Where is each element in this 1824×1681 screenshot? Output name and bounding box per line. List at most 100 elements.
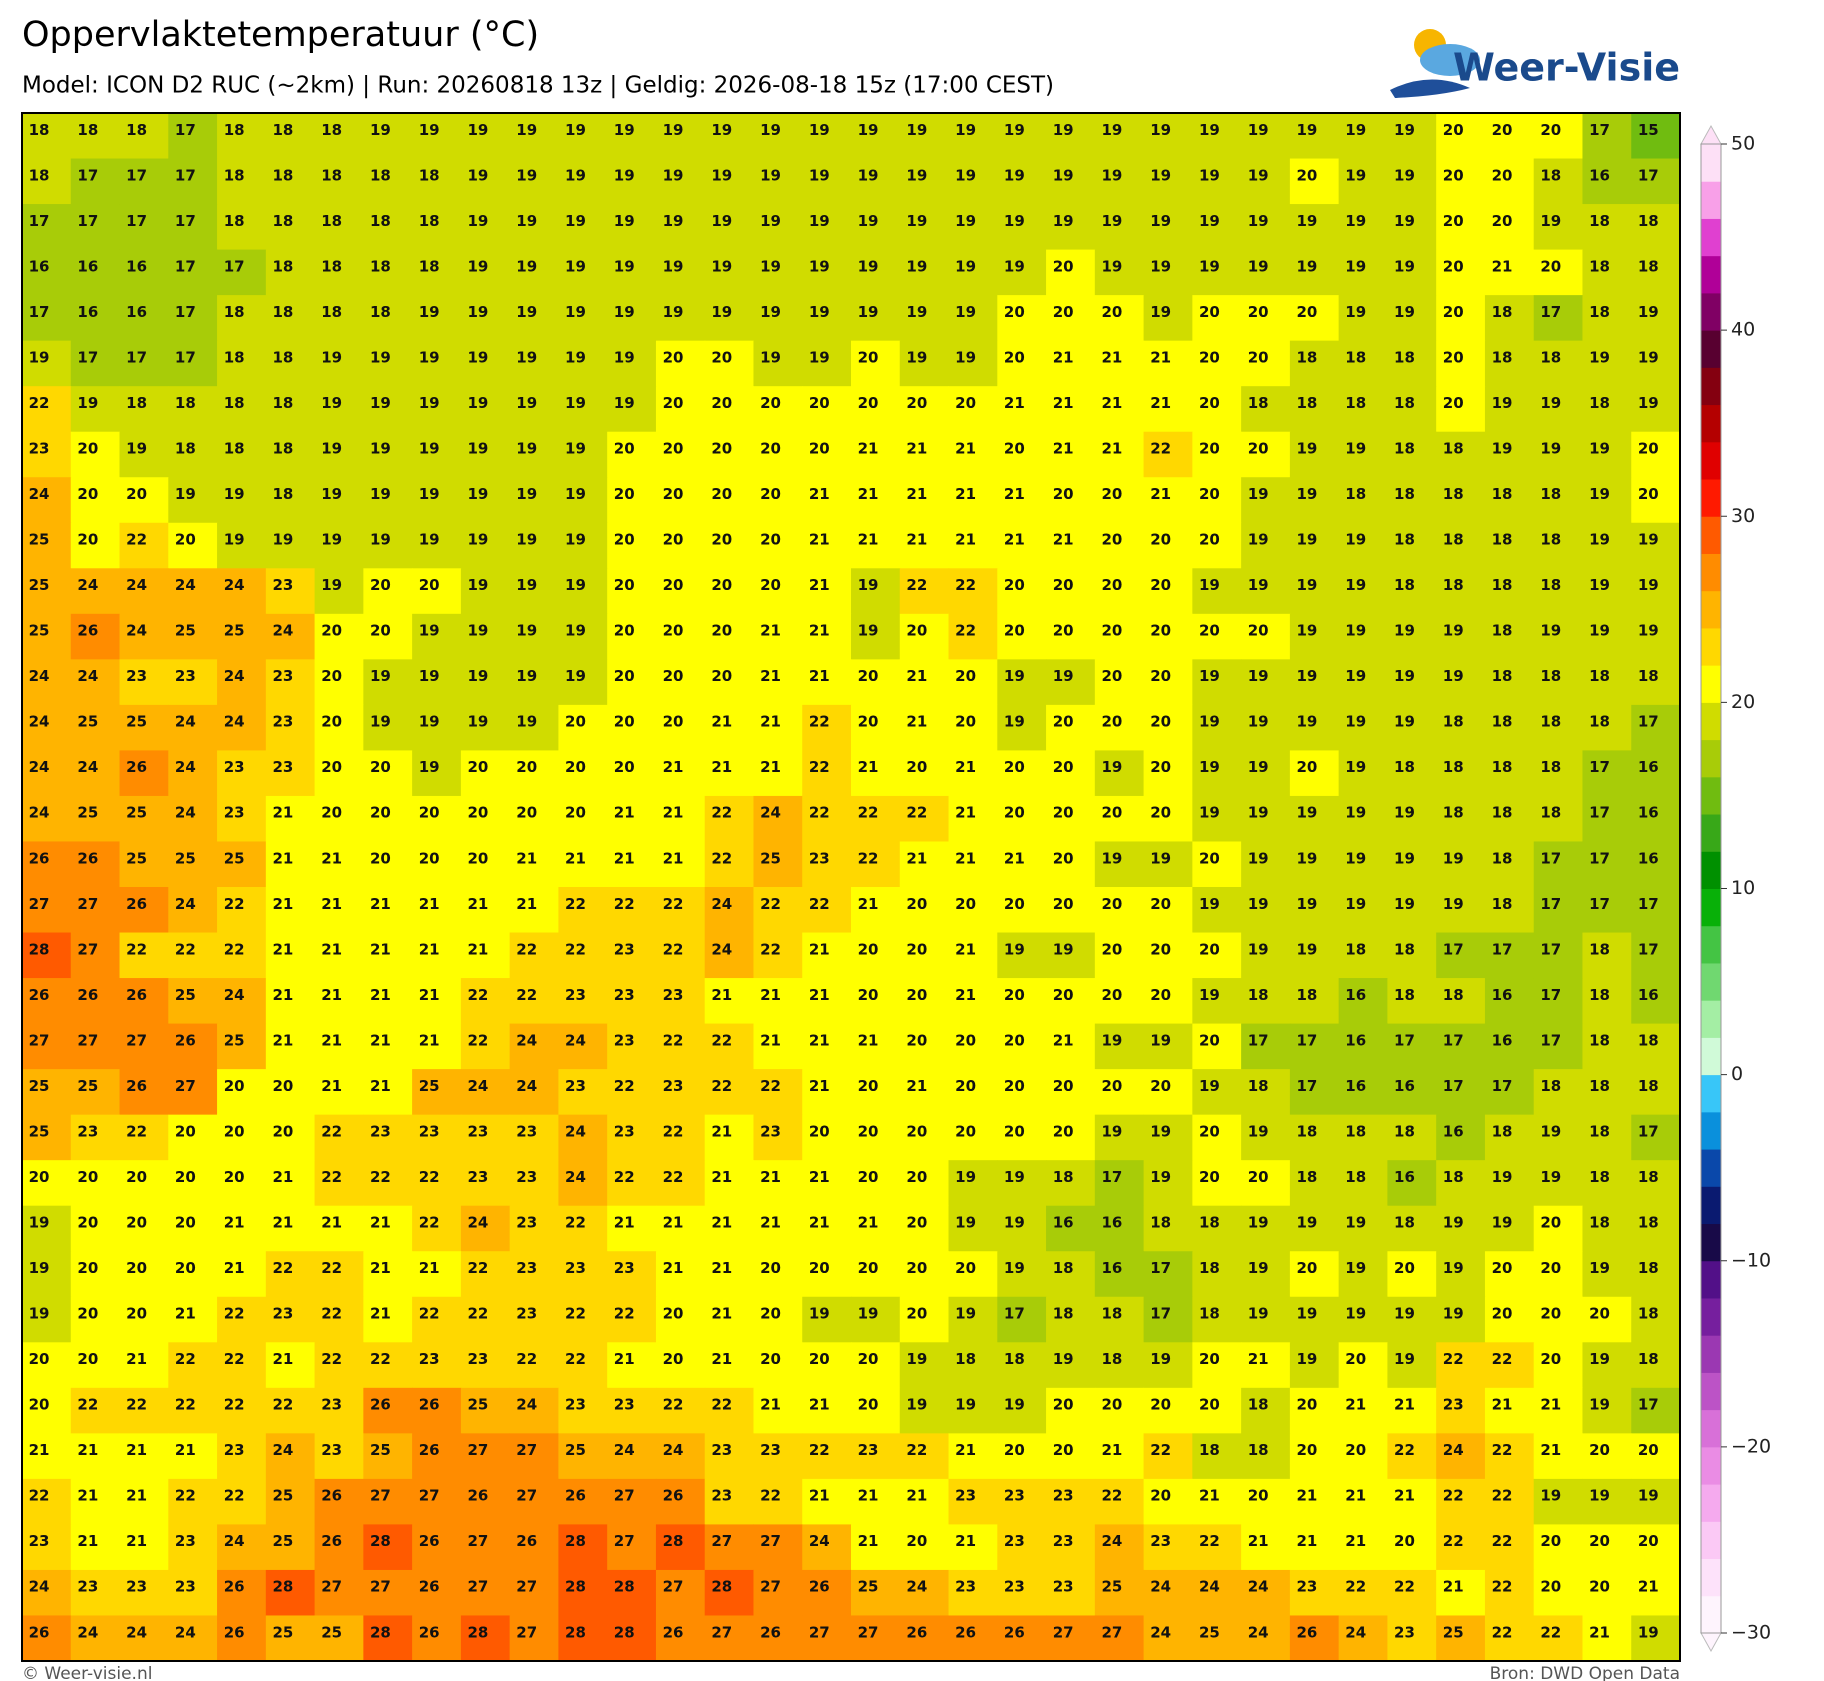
temp-value: 18 — [1394, 531, 1415, 549]
temp-value: 19 — [1394, 622, 1415, 640]
temp-value: 19 — [29, 1305, 50, 1323]
temp-cell — [607, 1478, 657, 1525]
temp-cell — [802, 1342, 852, 1389]
temp-value: 19 — [1053, 121, 1074, 139]
temp-cell — [899, 431, 950, 478]
temp-cell — [1338, 1160, 1388, 1207]
temp-cell — [1436, 522, 1486, 569]
temp-cell — [753, 1114, 803, 1161]
temp-value: 19 — [1297, 804, 1318, 822]
temp-value: 16 — [1394, 1168, 1415, 1186]
temp-cell — [314, 1478, 364, 1525]
temp-value: 21 — [370, 940, 391, 958]
temp-value: 18 — [1540, 348, 1561, 366]
temp-cell — [1143, 1296, 1193, 1343]
temp-value: 21 — [1297, 1487, 1318, 1505]
temp-cell — [509, 932, 559, 979]
temp-cell — [509, 249, 559, 296]
temp-value: 19 — [1248, 804, 1269, 822]
temp-cell — [1143, 1387, 1193, 1434]
temp-value: 24 — [29, 804, 50, 822]
temp-value: 19 — [1199, 576, 1220, 594]
temp-cell — [1387, 1251, 1437, 1298]
temp-value: 20 — [614, 485, 635, 503]
temp-cell — [655, 1433, 706, 1480]
temp-value: 19 — [1589, 348, 1610, 366]
temp-cell — [70, 932, 121, 979]
temp-cell — [314, 386, 364, 433]
temp-cell — [363, 1069, 413, 1116]
colorbar-bin — [1701, 1335, 1721, 1373]
temp-cell — [1631, 887, 1681, 934]
temp-value: 20 — [1004, 1031, 1025, 1049]
temp-value: 19 — [955, 166, 976, 184]
temp-cell — [314, 1342, 364, 1389]
temp-cell — [1192, 386, 1242, 433]
temp-value: 20 — [1053, 485, 1074, 503]
temp-cell — [1046, 568, 1096, 615]
temp-cell — [509, 386, 559, 433]
temp-cell — [802, 659, 852, 706]
temp-cell — [655, 295, 706, 342]
temp-value: 20 — [858, 1168, 879, 1186]
temp-value: 19 — [419, 348, 440, 366]
temp-cell — [802, 795, 852, 842]
temp-value: 19 — [1394, 257, 1415, 275]
temp-value: 19 — [516, 440, 537, 458]
temp-cell — [1582, 1296, 1632, 1343]
temp-cell — [460, 1160, 511, 1207]
temp-value: 26 — [1297, 1623, 1318, 1641]
temp-cell — [607, 568, 657, 615]
temp-value: 19 — [955, 348, 976, 366]
temp-cell — [899, 1114, 950, 1161]
temp-value: 22 — [809, 1441, 830, 1459]
temp-value: 19 — [711, 303, 732, 321]
temp-cell — [899, 1615, 950, 1662]
temp-value: 18 — [1589, 940, 1610, 958]
temp-value: 21 — [321, 940, 342, 958]
temp-value: 20 — [126, 1259, 147, 1277]
temp-cell — [1582, 477, 1632, 524]
temp-value: 18 — [1589, 1031, 1610, 1049]
temp-cell — [217, 568, 267, 615]
temp-cell — [460, 1205, 511, 1252]
temp-value: 18 — [1297, 1168, 1318, 1186]
temp-cell — [1143, 113, 1193, 160]
temp-cell — [168, 750, 218, 797]
temp-cell — [1387, 568, 1437, 615]
temp-value: 18 — [1638, 667, 1659, 685]
temp-value: 17 — [1540, 940, 1561, 958]
temp-cell — [1484, 795, 1535, 842]
temp-value: 19 — [468, 212, 489, 230]
temp-cell — [412, 340, 462, 387]
temp-cell — [119, 1433, 169, 1480]
temp-cell — [1241, 887, 1291, 934]
temp-cell — [753, 1023, 803, 1070]
temp-cell — [460, 704, 511, 751]
temp-cell — [22, 1114, 72, 1161]
temp-value: 18 — [1589, 986, 1610, 1004]
temp-value: 23 — [321, 1396, 342, 1414]
temp-value: 21 — [858, 1031, 879, 1049]
temp-value: 20 — [809, 440, 830, 458]
temp-value: 27 — [711, 1532, 732, 1550]
temp-value: 19 — [468, 576, 489, 594]
temp-value: 16 — [1345, 1031, 1366, 1049]
temp-cell — [509, 1296, 559, 1343]
temp-value: 20 — [906, 895, 927, 913]
temp-cell — [1143, 1114, 1193, 1161]
temp-value: 22 — [126, 940, 147, 958]
temp-value: 19 — [1589, 440, 1610, 458]
temp-value: 20 — [906, 1532, 927, 1550]
temp-cell — [851, 841, 901, 888]
temp-value: 24 — [224, 986, 245, 1004]
temp-value: 21 — [858, 1214, 879, 1232]
temp-cell — [802, 1205, 852, 1252]
temp-cell — [753, 1296, 803, 1343]
temp-cell — [1533, 1615, 1583, 1662]
temp-value: 22 — [663, 1168, 684, 1186]
temp-cell — [1192, 887, 1242, 934]
temp-value: 19 — [809, 1305, 830, 1323]
temp-cell — [217, 1569, 267, 1616]
temp-cell — [217, 204, 267, 251]
